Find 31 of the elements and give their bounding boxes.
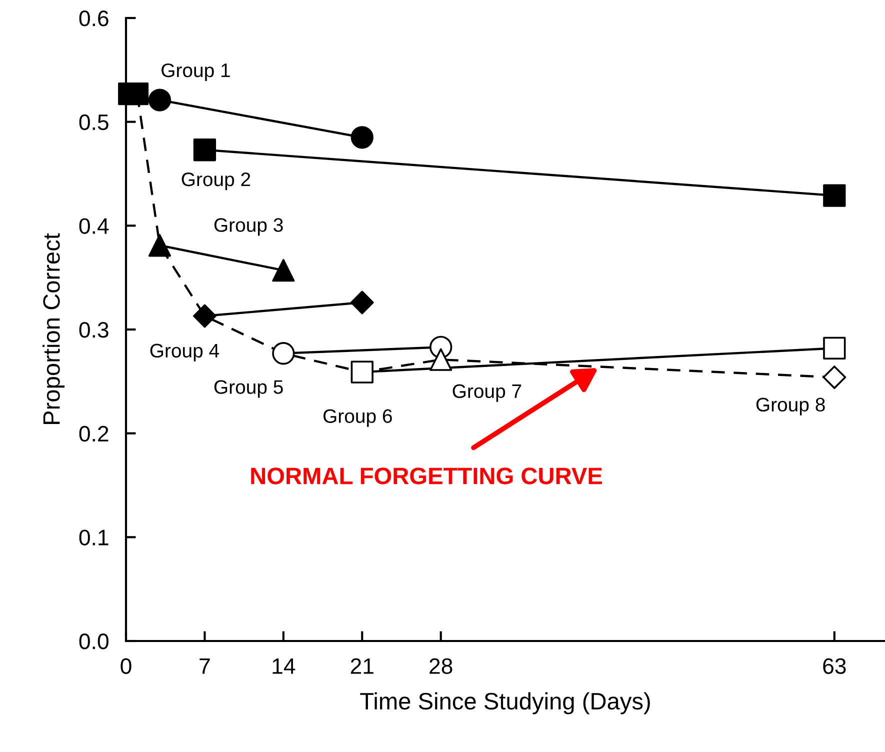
x-axis-title: Time Since Studying (Days) xyxy=(360,692,650,714)
point xyxy=(822,366,846,389)
y-tick-label: 0.2 xyxy=(79,426,108,442)
x-tick-label: 21 xyxy=(350,658,374,674)
series-label: Group 7 xyxy=(452,384,522,402)
point xyxy=(430,348,452,371)
point xyxy=(126,82,149,106)
point xyxy=(823,184,846,207)
y-tick-label: 0.1 xyxy=(79,530,108,546)
series-label: Group 4 xyxy=(150,344,220,362)
series-label: Group 8 xyxy=(756,398,825,416)
series-label: Group 3 xyxy=(214,218,283,236)
y-axis-title: Proportion Correct xyxy=(42,233,65,424)
x-tick-label: 0 xyxy=(120,658,132,674)
x-tick-label: 28 xyxy=(430,658,452,674)
series-label: Group 6 xyxy=(323,409,392,427)
x-tick-label: 14 xyxy=(272,658,296,674)
point xyxy=(823,336,846,360)
x-tick-label: 63 xyxy=(823,658,846,674)
y-tick-label: 0.4 xyxy=(79,218,109,234)
series-label: Group 1 xyxy=(162,63,230,82)
y-tick-label: 0.3 xyxy=(79,322,108,338)
series-label: Group 2 xyxy=(182,172,250,190)
series-label: Group 5 xyxy=(214,380,283,398)
y-tick-label: 0.0 xyxy=(79,634,108,650)
x-tick-label: 7 xyxy=(200,658,210,674)
annotation: NORMAL FORGETTING CURVE xyxy=(251,468,602,484)
y-tick-label: 0.6 xyxy=(79,10,108,26)
y-tick-label: 0.5 xyxy=(79,114,108,130)
point xyxy=(350,290,374,314)
point xyxy=(193,138,216,162)
